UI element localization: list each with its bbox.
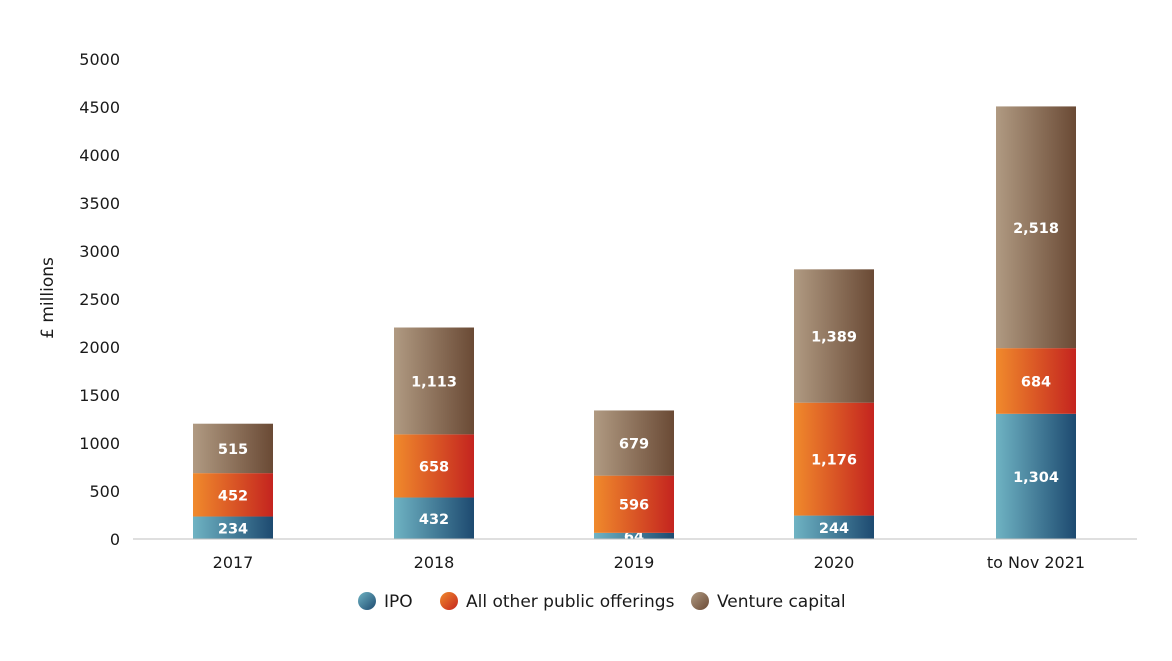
data-label: 432 — [419, 512, 449, 528]
bar-segment — [594, 532, 674, 539]
bar-stack: 234 452 515 — [193, 423, 273, 539]
x-tick-label: 2020 — [814, 553, 855, 572]
bar-segment — [996, 106, 1076, 349]
y-tick-label: 500 — [89, 482, 120, 501]
bar-segment — [193, 423, 273, 474]
data-label: 234 — [218, 521, 248, 537]
y-tick-label: 1000 — [79, 434, 120, 453]
legend-swatch — [440, 592, 458, 610]
y-tick-label: 4000 — [79, 146, 120, 165]
legend-item: IPO — [358, 592, 413, 612]
bar-stack: 1,304 684 2,518 — [996, 106, 1076, 539]
data-label: 515 — [218, 442, 248, 458]
y-tick-label: 1500 — [79, 386, 120, 405]
legend: IPO All other public offerings Venture cap… — [358, 592, 846, 612]
y-tick-label: 0 — [110, 530, 120, 549]
bar-segment — [996, 413, 1076, 539]
x-axis: 2017 2018 2019 2020 to Nov 2021 — [213, 553, 1085, 572]
x-tick-label: 2019 — [614, 553, 655, 572]
data-label: 1,176 — [811, 453, 857, 469]
legend-item: All other public offerings — [440, 592, 675, 612]
data-label: 1,304 — [1013, 470, 1059, 486]
legend-swatch — [691, 592, 709, 610]
bar-segment — [394, 434, 474, 498]
legend-swatch — [358, 592, 376, 610]
bar-segment — [594, 410, 674, 476]
bar-stack: 64 596 679 — [594, 410, 674, 545]
bar-segment — [193, 516, 273, 539]
bar-stack: 432 658 1,113 — [394, 327, 474, 539]
data-label: 1,113 — [411, 374, 457, 390]
bar-segment — [394, 497, 474, 539]
bar-segment — [394, 327, 474, 435]
data-label: 684 — [1021, 374, 1051, 390]
y-tick-label: 2500 — [79, 290, 120, 309]
bar-stack: 244 1,176 1,389 — [794, 269, 874, 539]
bar-segment — [594, 475, 674, 533]
x-tick-label: 2017 — [213, 553, 254, 572]
data-label: 452 — [218, 488, 248, 504]
data-label: 244 — [819, 521, 849, 537]
data-label: 2,518 — [1013, 221, 1059, 237]
bar-segment — [193, 473, 273, 517]
y-axis-label: £ millions — [38, 257, 58, 339]
data-label: 596 — [619, 498, 649, 514]
data-label: 658 — [419, 459, 449, 475]
legend-label: IPO — [384, 592, 413, 612]
bar-segment — [794, 515, 874, 539]
legend-item: Venture capital — [691, 592, 846, 612]
data-label: 1,389 — [811, 330, 857, 346]
x-tick-label: to Nov 2021 — [987, 553, 1085, 572]
bar-segment — [794, 269, 874, 403]
bar-segment — [794, 402, 874, 516]
y-tick-label: 3500 — [79, 194, 120, 213]
y-tick-label: 4500 — [79, 98, 120, 117]
legend-label: All other public offerings — [466, 592, 675, 612]
y-axis: 0 500 1000 1500 2000 2500 3000 3500 4000 4500 5000 — [79, 50, 120, 549]
legend-label: Venture capital — [717, 592, 846, 612]
y-tick-label: 5000 — [79, 50, 120, 69]
data-label: 679 — [619, 437, 649, 453]
bars: 234 452 515 432 658 1,113 64 596 679 244 1,176 1,38… — [193, 106, 1076, 545]
data-label: 64 — [624, 529, 644, 545]
y-tick-label: 3000 — [79, 242, 120, 261]
x-tick-label: 2018 — [414, 553, 455, 572]
y-tick-label: 2000 — [79, 338, 120, 357]
bar-segment — [996, 348, 1076, 414]
